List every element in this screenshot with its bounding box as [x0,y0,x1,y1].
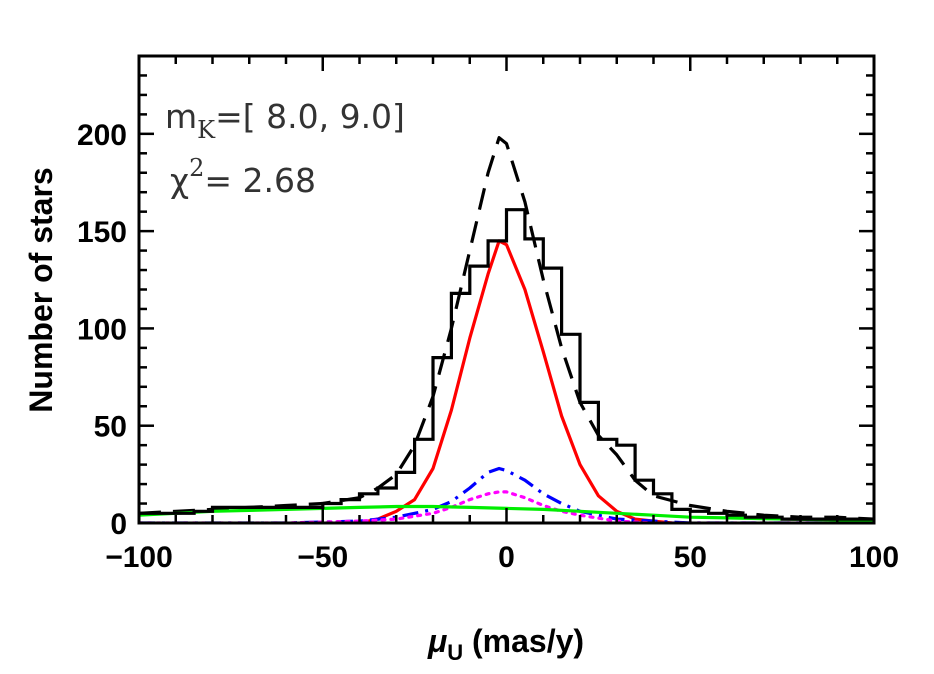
mag-subscript: K [197,116,216,144]
y-tick-label: 0 [110,508,127,541]
y-tick-label: 150 [77,216,127,249]
x-axis-title: μU (mas/y) [427,623,584,665]
x-tick-label: −100 [105,541,173,574]
x-tick-label: 100 [849,541,899,574]
annotation-chi-squared: χ2= 2.68 [170,154,316,200]
x-tick-label: −50 [297,541,348,574]
x-axis-unit: (mas/y) [463,623,584,659]
series-line-1 [359,239,673,523]
chi-value: = 2.68 [204,161,316,200]
mag-prefix: m [165,97,197,136]
series-line-3 [139,490,874,523]
mag-range: =[ 8.0, 9.0] [215,97,405,136]
y-axis-title: Number of stars [23,167,59,412]
y-tick-label: 200 [77,119,127,152]
x-axis-symbol: μ [427,623,447,659]
histogram-outline [139,208,874,521]
chi-symbol: χ [170,161,189,200]
annotation-magnitude: mK=[ 8.0, 9.0] [165,97,405,144]
y-tick-label: 50 [94,411,127,444]
x-tick-label: 50 [674,541,707,574]
series-line-0 [139,136,874,521]
x-axis-subscript: U [447,640,463,665]
x-tick-label: 0 [498,541,515,574]
chi-superscript: 2 [189,154,204,182]
y-tick-label: 100 [77,313,127,346]
